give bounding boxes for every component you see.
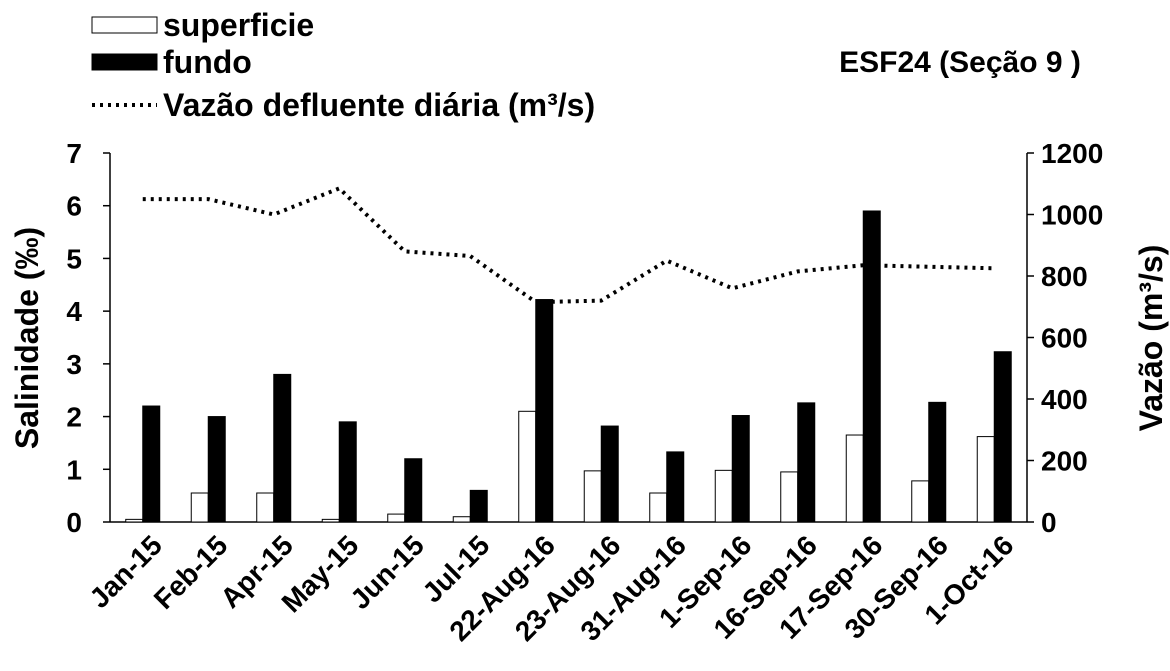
y2-axis-title: Vazão (m³/s) — [1133, 245, 1169, 432]
legend-swatch — [91, 53, 158, 71]
bar — [338, 421, 357, 523]
bar — [666, 451, 685, 523]
y2-tick-label: 400 — [1041, 384, 1088, 415]
y-tick-label: 2 — [66, 402, 82, 433]
bar — [535, 299, 554, 523]
x-tick-label: Jun-15 — [344, 529, 430, 615]
y2-tick-label: 1200 — [1041, 138, 1103, 169]
bar — [125, 518, 144, 523]
y-axis-title: Salinidade (‰) — [9, 227, 45, 449]
y2-tick-label: 1000 — [1041, 200, 1103, 231]
y2-tick-label: 800 — [1041, 261, 1088, 292]
bar — [518, 410, 537, 523]
bar — [731, 415, 750, 523]
y-tick-label: 6 — [66, 191, 82, 222]
y-tick-label: 0 — [66, 507, 82, 538]
bar — [797, 402, 816, 523]
bar — [993, 351, 1012, 523]
bar — [600, 425, 619, 523]
y2-tick-label: 200 — [1041, 446, 1088, 477]
bar — [714, 469, 733, 523]
bar — [387, 513, 406, 523]
y-tick-label: 1 — [66, 454, 82, 485]
bar — [273, 373, 292, 523]
x-tick-label: Feb-15 — [148, 529, 234, 615]
y-tick-label: 4 — [66, 296, 82, 327]
legend-label: superficie — [163, 7, 314, 43]
chart-title: ESF24 (Seção 9 ) — [839, 46, 1081, 79]
bar — [928, 401, 947, 523]
bar — [845, 434, 864, 523]
y2-tick-label: 600 — [1041, 323, 1088, 354]
bar — [583, 470, 602, 523]
bar — [780, 471, 799, 523]
line — [142, 186, 995, 305]
legend-label: fundo — [163, 44, 252, 80]
y2-tick-label: 0 — [1041, 507, 1057, 538]
bar — [256, 492, 275, 523]
bar — [142, 405, 161, 523]
legend-swatch — [91, 16, 158, 34]
bar — [207, 416, 226, 523]
bar — [976, 436, 995, 523]
bar — [321, 518, 340, 523]
y-tick-label: 5 — [66, 243, 82, 274]
y-tick-label: 3 — [66, 349, 82, 380]
bar — [649, 492, 668, 523]
legend-label: Vazão defluente diária (m³/s) — [163, 87, 595, 123]
bar — [862, 210, 881, 523]
bar — [404, 458, 423, 523]
bar — [452, 516, 471, 523]
bar — [190, 492, 209, 523]
bar — [469, 489, 488, 523]
y-tick-label: 7 — [66, 138, 82, 169]
bar — [911, 480, 930, 523]
